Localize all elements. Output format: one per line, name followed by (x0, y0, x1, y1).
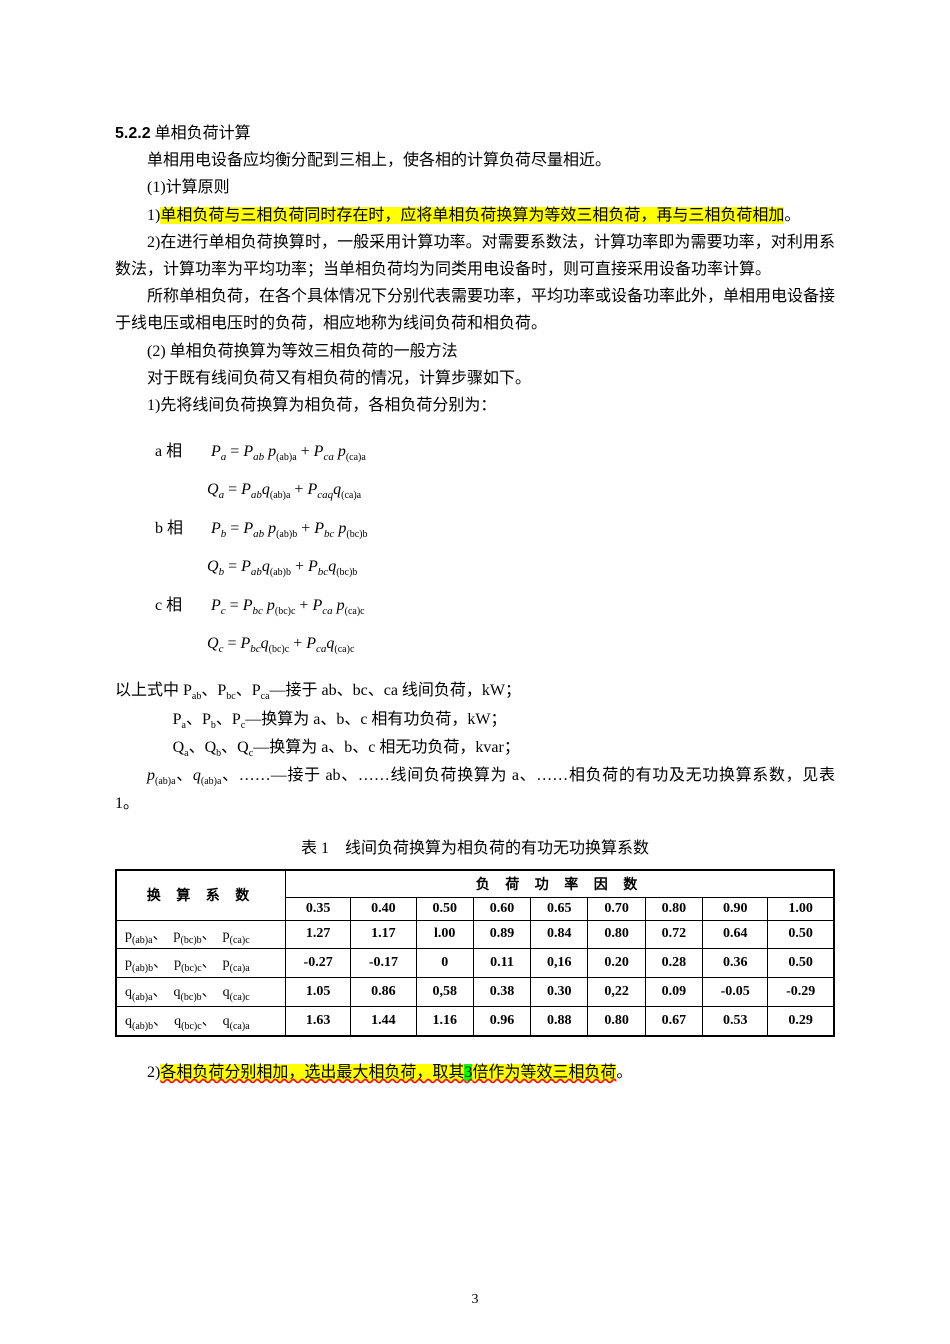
table-corner: 换 算 系 数 (116, 870, 286, 921)
table-cell: 0.30 (531, 978, 588, 1007)
table-cell: 0.80 (588, 920, 645, 949)
table-cell: 0.89 (473, 920, 530, 949)
footer-lead: 2) (147, 1064, 160, 1081)
footer-hl1: 各相负荷分别相加，选出最大相负荷，取其 (160, 1064, 464, 1081)
p1-head: (1)计算原则 (115, 174, 835, 201)
eq-b-P: b 相 Pb = Pab p(ab)b + Pbc p(bc)b (155, 510, 835, 548)
section-number: 5.2.2 (115, 125, 151, 142)
table-cell: -0.27 (286, 949, 351, 978)
table-cell: 0.38 (473, 978, 530, 1007)
p1-l1a: 1) (147, 207, 160, 224)
table-row-label: q(ab)b、 q(bc)c、 q(ca)a (116, 1006, 286, 1035)
table-row-label: p(ab)a、 p(bc)b、 p(ca)c (116, 920, 286, 949)
table-row: p(ab)b、 p(bc)c、 p(ca)a-0.27-0.1700.110,1… (116, 949, 834, 978)
table-cell: 1.16 (416, 1006, 473, 1035)
table-cell: 1.05 (286, 978, 351, 1007)
table-row-label: q(ab)a、 q(bc)b、 q(ca)c (116, 978, 286, 1007)
table-cell: 0,22 (588, 978, 645, 1007)
table-cell: 0.88 (531, 1006, 588, 1035)
table-cell: 0.29 (768, 1006, 834, 1035)
table-row: p(ab)a、 p(bc)b、 p(ca)c1.271.17l.000.890.… (116, 920, 834, 949)
table-cell: 1.63 (286, 1006, 351, 1035)
legend-line1: 以上式中 Pab、Pbc、Pca—接于 ab、bc、ca 线间负荷，kW； (115, 677, 835, 705)
table-cell: l.00 (416, 920, 473, 949)
footer-hl2: 倍作为等效三相负荷 (472, 1064, 616, 1081)
page-number: 3 (0, 1292, 950, 1308)
table-cell: 0.53 (703, 1006, 768, 1035)
equations-block: a 相 Pa = Pab p(ab)a + Pca p(ca)a Qa = Pa… (155, 433, 835, 663)
footer-tail: 。 (616, 1064, 632, 1081)
p1-line3: 所称单相负荷，在各个具体情况下分别代表需要功率，平均功率或设备功率此外，单相用电… (115, 283, 835, 337)
table-cell: 0.20 (588, 949, 645, 978)
table-cell: 0.84 (531, 920, 588, 949)
eq-a-Q: Qa = Pabq(ab)a + Pcaqq(ca)a (207, 471, 835, 509)
table-title: 表 1 线间负荷换算为相负荷的有功无功换算系数 (115, 835, 835, 862)
variable-legend: 以上式中 Pab、Pbc、Pca—接于 ab、bc、ca 线间负荷，kW； Pa… (115, 677, 835, 817)
intro-paragraph: 单相用电设备应均衡分配到三相上，使各相的计算负荷尽量相近。 (115, 147, 835, 174)
table-cell: -0.17 (351, 949, 416, 978)
p1-line1: 1)单相负荷与三相负荷同时存在时，应将单相负荷换算为等效三相负荷，再与三相负荷相… (115, 202, 835, 229)
conversion-table: 换 算 系 数 负 荷 功 率 因 数 0.35 0.40 0.50 0.60 … (115, 869, 835, 1037)
section-title: 单相负荷计算 (155, 125, 251, 142)
table-cell: 0 (416, 949, 473, 978)
eq-c-Q: Qc = Pbcq(bc)c + Pcaq(ca)c (207, 625, 835, 663)
table-cell: 1.27 (286, 920, 351, 949)
table-cell: 0.80 (588, 1006, 645, 1035)
p1-highlight1: 单相负荷与三相负荷同时存在时，应将单相负荷换算为等效三相负荷，再与三相负荷相加 (160, 207, 784, 224)
table-cell: -0.29 (768, 978, 834, 1007)
table-cell: 0,58 (416, 978, 473, 1007)
legend-line4: p(ab)a、q(ab)a、……—接于 ab、……线间负荷换算为 a、……相负荷… (115, 762, 835, 817)
table-cell: 0.86 (351, 978, 416, 1007)
table-cell: 0.50 (768, 949, 834, 978)
table-cell: 0.72 (645, 920, 702, 949)
table-cell: 0.09 (645, 978, 702, 1007)
eq-b-Q: Qb = Pabq(ab)b + Pbcq(bc)b (207, 548, 835, 586)
p2-line1: 对于既有线间负荷又有相负荷的情况，计算步骤如下。 (115, 365, 835, 392)
table-row: q(ab)a、 q(bc)b、 q(ca)c1.050.860,580.380.… (116, 978, 834, 1007)
document-page: 5.2.2 单相负荷计算 单相用电设备应均衡分配到三相上，使各相的计算负荷尽量相… (0, 0, 950, 1344)
table-cell: 0.11 (473, 949, 530, 978)
table-cell: 0,16 (531, 949, 588, 978)
table-row-label: p(ab)b、 p(bc)c、 p(ca)a (116, 949, 286, 978)
table-cell: 0.96 (473, 1006, 530, 1035)
section-heading: 5.2.2 单相负荷计算 (115, 120, 835, 147)
p2-head: (2) 单相负荷换算为等效三相负荷的一般方法 (115, 338, 835, 365)
table-cell: -0.05 (703, 978, 768, 1007)
table-cell: 0.64 (703, 920, 768, 949)
table-cell: 1.44 (351, 1006, 416, 1035)
table-header: 负 荷 功 率 因 数 (286, 870, 835, 898)
table-cell: 1.17 (351, 920, 416, 949)
eq-c-P: c 相 Pc = Pbc p(bc)c + Pca p(ca)c (155, 587, 835, 625)
table-cell: 0.36 (703, 949, 768, 978)
legend-line3: Qa、Qb、Qc—换算为 a、b、c 相无功负荷，kvar； (173, 734, 835, 762)
p1-line2: 2)在进行单相负荷换算时，一般采用计算功率。对需要系数法，计算功率即为需要功率，… (115, 229, 835, 283)
table-row: q(ab)b、 q(bc)c、 q(ca)a1.631.441.160.960.… (116, 1006, 834, 1035)
table-cell: 0.67 (645, 1006, 702, 1035)
legend-line2: Pa、Pb、Pc—换算为 a、b、c 相有功负荷，kW； (173, 706, 835, 734)
footer-line: 2)各相负荷分别相加，选出最大相负荷，取其3倍作为等效三相负荷。 (115, 1059, 835, 1086)
table-cell: 0.50 (768, 920, 834, 949)
eq-a-P: a 相 Pa = Pab p(ab)a + Pca p(ca)a (155, 433, 835, 471)
p2-line2: 1)先将线间负荷换算为相负荷，各相负荷分别为： (115, 392, 835, 419)
p1-l1c: 。 (784, 207, 800, 224)
table-cell: 0.28 (645, 949, 702, 978)
